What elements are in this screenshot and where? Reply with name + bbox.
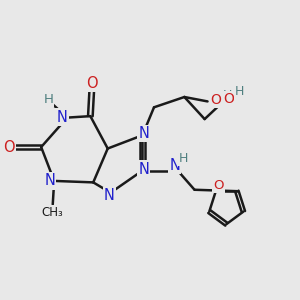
Text: N: N — [57, 110, 68, 124]
Text: O: O — [223, 92, 234, 106]
Text: H: H — [223, 89, 232, 102]
Text: O: O — [210, 93, 221, 107]
Text: O: O — [213, 179, 224, 192]
Text: N: N — [44, 173, 55, 188]
Text: N: N — [138, 162, 149, 177]
Text: H: H — [235, 85, 244, 98]
Text: O: O — [86, 76, 98, 91]
Text: H: H — [179, 152, 188, 165]
Text: H: H — [44, 93, 53, 106]
Text: N: N — [169, 158, 180, 173]
Text: CH₃: CH₃ — [42, 206, 64, 219]
Text: N: N — [104, 188, 115, 203]
Text: N: N — [138, 126, 149, 141]
Text: O: O — [3, 140, 15, 154]
